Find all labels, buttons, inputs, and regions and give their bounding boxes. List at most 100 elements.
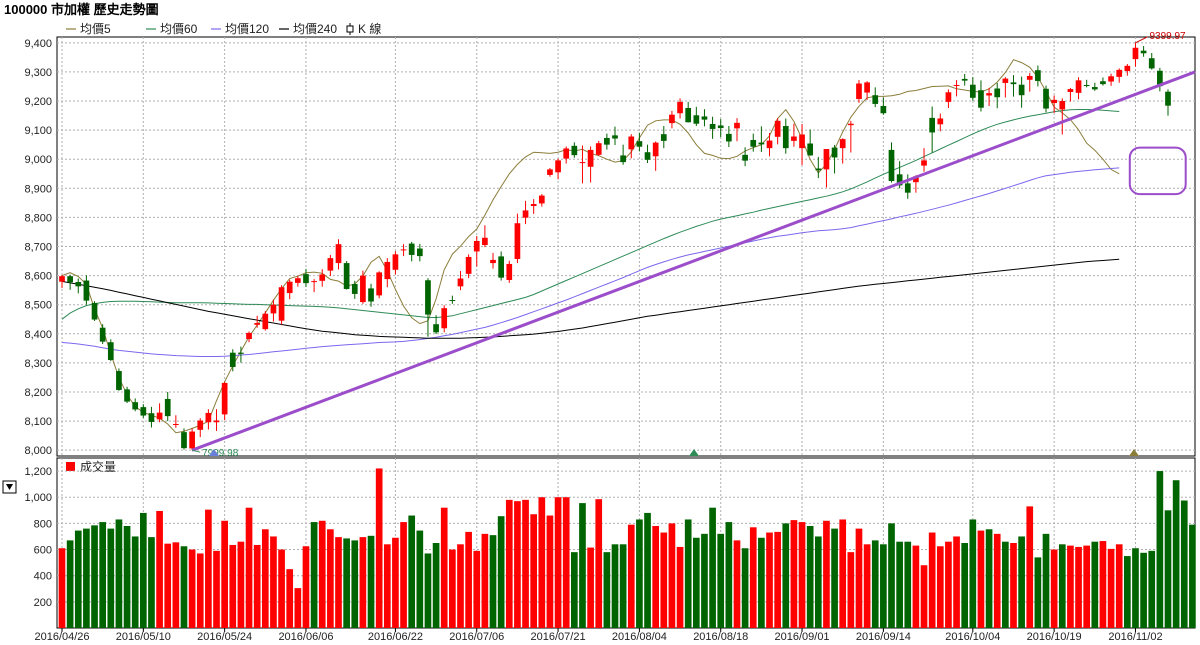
candle-body xyxy=(652,142,659,157)
volume-bar xyxy=(977,530,985,628)
candlestick xyxy=(311,279,317,293)
volume-bar xyxy=(1099,541,1107,628)
legend-ma60: 均價60 xyxy=(160,22,198,36)
candlestick xyxy=(91,301,98,321)
candle-body xyxy=(1075,80,1082,93)
candle-body xyxy=(888,149,895,182)
candlestick xyxy=(221,381,228,421)
volume-bar xyxy=(180,546,188,628)
candle-body xyxy=(864,82,870,93)
candlestick xyxy=(1075,77,1082,100)
candle-body xyxy=(904,183,911,193)
candlestick xyxy=(343,261,350,290)
candle-body xyxy=(538,195,545,204)
volume-bar xyxy=(424,553,432,628)
price-tick-label: 8,800 xyxy=(24,212,52,224)
volume-legend-label: 成交量 xyxy=(80,459,116,474)
candle-body xyxy=(685,107,692,123)
candle-body xyxy=(75,281,82,287)
price-tick-label: 9,200 xyxy=(24,96,52,108)
candle-body xyxy=(856,83,862,99)
candle-body xyxy=(522,210,529,218)
candlestick xyxy=(140,404,147,418)
candle-body xyxy=(164,398,171,417)
candlestick xyxy=(994,82,1001,109)
candlestick xyxy=(937,113,944,132)
volume-tick-label: 1,200 xyxy=(24,466,52,478)
volume-bar xyxy=(99,522,106,628)
candle-body xyxy=(132,402,139,410)
candle-body xyxy=(1124,65,1131,72)
candlestick xyxy=(774,118,781,145)
candle-body xyxy=(376,272,383,296)
volume-bar xyxy=(449,549,456,628)
volume-bar xyxy=(1075,546,1082,628)
candle-body xyxy=(294,278,301,283)
candle-body xyxy=(1035,70,1041,81)
candlestick xyxy=(1026,73,1033,92)
candle-body xyxy=(644,152,651,160)
candlestick xyxy=(75,278,82,294)
candle-body xyxy=(441,308,448,329)
candle-body xyxy=(872,95,879,104)
candlestick xyxy=(595,140,602,157)
price-tick-label: 9,100 xyxy=(24,125,52,137)
volume-bar xyxy=(749,527,757,628)
candle-body xyxy=(961,78,968,81)
low-annotation-label: 7999.98 xyxy=(202,448,239,459)
candle-body xyxy=(360,275,366,303)
candle-body xyxy=(311,281,317,283)
volume-tick-label: 200 xyxy=(34,597,52,609)
volume-bar xyxy=(115,519,123,628)
candle-body xyxy=(221,382,228,415)
candle-body xyxy=(823,149,830,170)
candle-body xyxy=(774,120,781,137)
volume-bar xyxy=(806,526,814,628)
candlestick xyxy=(59,275,65,289)
volume-bar xyxy=(375,468,383,628)
candlestick xyxy=(807,129,814,156)
candle-body xyxy=(197,420,204,430)
candle-body xyxy=(677,101,683,114)
candlestick xyxy=(1091,82,1098,91)
volume-bar xyxy=(660,532,668,628)
candlestick xyxy=(433,315,439,335)
volume-bar xyxy=(148,537,155,628)
volume-bar xyxy=(538,497,546,628)
candlestick xyxy=(750,133,757,152)
candle-body xyxy=(1148,58,1155,69)
candle-body xyxy=(1091,87,1098,90)
candle-body xyxy=(929,117,936,133)
candlestick xyxy=(693,106,700,127)
candlestick xyxy=(538,194,545,207)
date-tick-label: 2016/07/06 xyxy=(449,631,504,643)
candle-body xyxy=(547,169,553,175)
volume-bar xyxy=(229,544,237,628)
volume-bar xyxy=(985,529,993,628)
volume-bar xyxy=(278,549,285,628)
candle-body xyxy=(937,118,944,125)
volume-bar xyxy=(1148,550,1156,628)
candle-body xyxy=(408,243,415,255)
candlestick xyxy=(506,260,513,283)
price-tick-label: 8,000 xyxy=(24,445,52,457)
volume-bar xyxy=(904,541,912,628)
volume-bar xyxy=(416,530,424,628)
date-tick-label: 2016/07/21 xyxy=(531,631,586,643)
volume-collapse-button[interactable] xyxy=(2,480,17,494)
volume-bar xyxy=(383,544,391,628)
volume-bar xyxy=(310,522,318,628)
volume-bar xyxy=(1042,533,1050,628)
candlestick xyxy=(1002,77,1009,98)
candle-body xyxy=(660,134,667,141)
candle-body xyxy=(416,248,423,257)
candle-body xyxy=(791,136,797,141)
candlestick xyxy=(612,126,618,145)
candlestick xyxy=(449,295,456,304)
candlestick xyxy=(327,254,334,276)
volume-bar xyxy=(1034,557,1042,628)
candle-body xyxy=(384,261,391,280)
volume-tick-label: 1,000 xyxy=(24,492,52,504)
candlestick xyxy=(945,89,952,108)
candle-body xyxy=(766,140,773,149)
